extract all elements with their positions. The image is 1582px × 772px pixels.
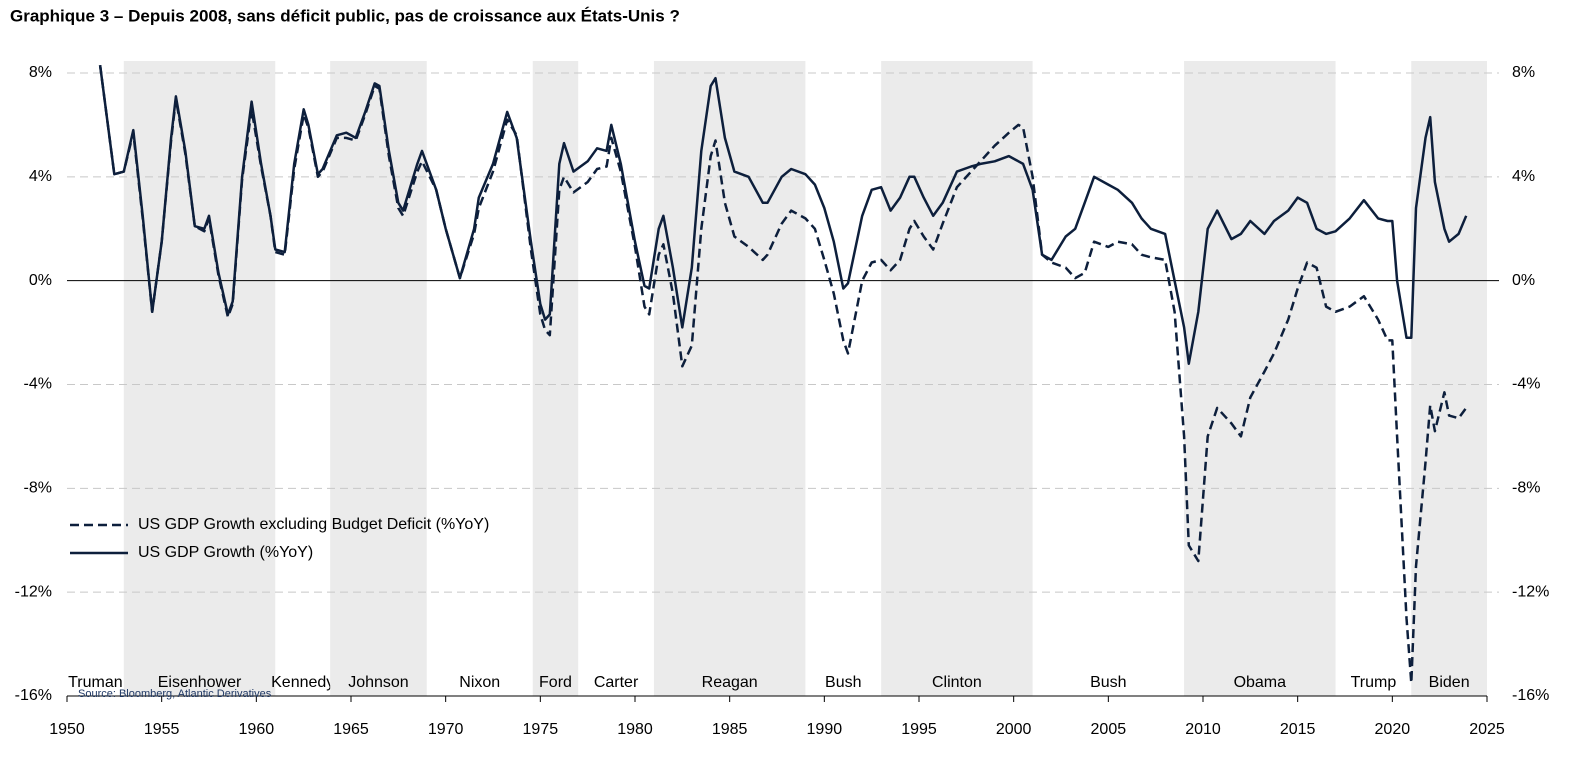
term-shade — [330, 61, 427, 696]
president-label: Bush — [1090, 674, 1126, 691]
term-shade — [123, 61, 276, 696]
president-label: Bush — [825, 674, 861, 691]
x-tick-label: 1960 — [239, 721, 275, 738]
y2-tick-label: -12% — [1512, 583, 1549, 600]
chart-title: Graphique 3 – Depuis 2008, sans déficit … — [10, 6, 680, 25]
y2-tick-label: -4% — [1512, 376, 1540, 393]
term-shade — [532, 61, 579, 696]
x-tick-label: 2000 — [996, 721, 1032, 738]
term-shade — [881, 61, 1033, 696]
legend-label: US GDP Growth (%YoY) — [138, 544, 313, 561]
president-label: Reagan — [702, 674, 758, 691]
president-label: Johnson — [348, 674, 409, 691]
x-tick-label: 2010 — [1185, 721, 1221, 738]
president-label: Clinton — [932, 674, 982, 691]
y2-tick-label: 4% — [1512, 168, 1535, 185]
x-tick-label: 2005 — [1091, 721, 1127, 738]
president-label: Truman — [68, 674, 123, 691]
term-shade — [1411, 61, 1487, 696]
y-tick-label: 4% — [29, 168, 52, 185]
x-tick-label: 1970 — [428, 721, 464, 738]
president-label: Eisenhower — [158, 674, 242, 691]
y-tick-label: -12% — [15, 583, 52, 600]
x-tick-label: 1975 — [523, 721, 559, 738]
series-line — [98, 65, 1468, 685]
x-tick-label: 2015 — [1280, 721, 1316, 738]
president-label: Nixon — [459, 674, 500, 691]
y2-tick-label: 8% — [1512, 64, 1535, 81]
y-tick-label: 0% — [29, 272, 52, 289]
y-tick-label: 8% — [29, 64, 52, 81]
y-tick-label: -16% — [15, 687, 52, 704]
x-tick-label: 1980 — [617, 721, 653, 738]
president-label: Biden — [1429, 674, 1470, 691]
x-tick-label: 1955 — [144, 721, 180, 738]
y2-tick-label: -8% — [1512, 480, 1540, 497]
legend-label: US GDP Growth excluding Budget Deficit (… — [138, 516, 489, 533]
x-tick-label: 1990 — [807, 721, 843, 738]
president-label: Carter — [594, 674, 639, 691]
y-tick-label: -4% — [24, 376, 52, 393]
x-tick-label: 1965 — [333, 721, 369, 738]
president-label: Ford — [539, 674, 572, 691]
x-tick-label: 2025 — [1469, 721, 1505, 738]
y-tick-label: -8% — [24, 480, 52, 497]
president-label: Kennedy — [271, 674, 334, 691]
source: Source: Bloomberg, Atlantic Derivatives — [78, 688, 272, 700]
term-shade — [653, 61, 806, 696]
x-tick-label: 1985 — [712, 721, 748, 738]
x-tick-label: 2020 — [1375, 721, 1411, 738]
series-line — [98, 65, 1468, 365]
president-label: Trump — [1351, 674, 1397, 691]
x-tick-label: 1950 — [49, 721, 85, 738]
president-label: Obama — [1234, 674, 1287, 691]
y2-tick-label: 0% — [1512, 272, 1535, 289]
x-tick-label: 1995 — [901, 721, 937, 738]
y2-tick-label: -16% — [1512, 687, 1549, 704]
